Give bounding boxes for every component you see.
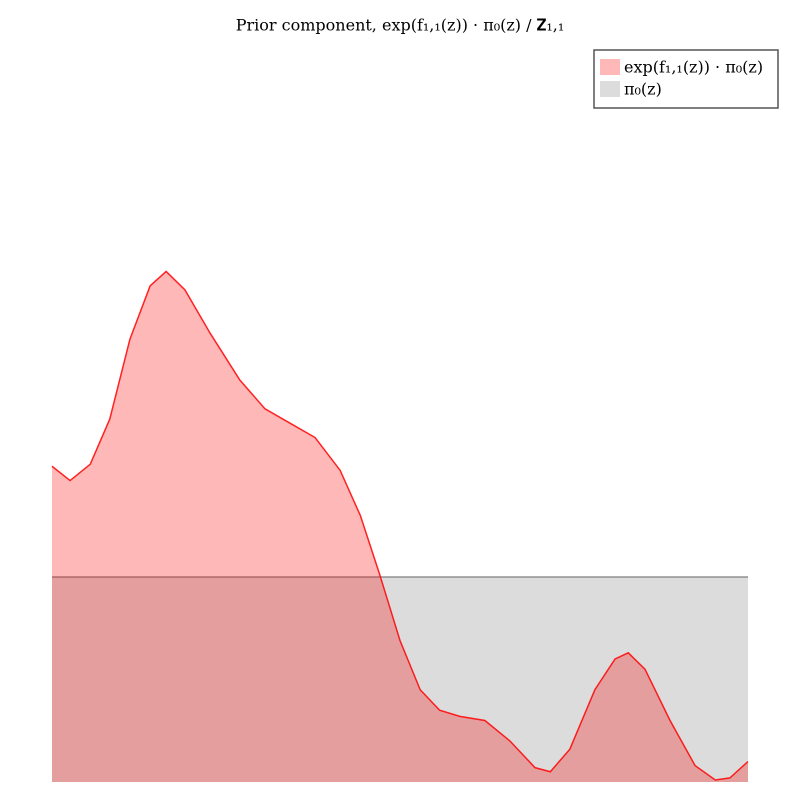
line (51, 270, 749, 781)
legend-label: exp(f₁,₁(z)) · π₀(z) (624, 58, 763, 77)
legend-label: π₀(z) (624, 80, 662, 99)
legend-swatch (600, 81, 620, 97)
area (52, 271, 748, 782)
legend-box (593, 49, 779, 109)
legend-swatch (600, 59, 620, 75)
chart-title: Prior component, exp(f₁,₁(z)) · π₀(z) / … (236, 16, 565, 35)
area (52, 576, 748, 782)
